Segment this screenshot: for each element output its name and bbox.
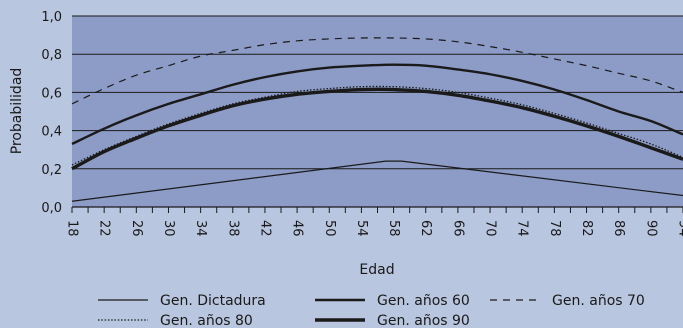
x-tick-label: 42 (257, 220, 272, 237)
y-tick-label: 1,0 (41, 10, 62, 25)
x-tick-label: 26 (129, 220, 144, 237)
series-line-2 (71, 37, 683, 105)
x-tick-label: 78 (547, 220, 562, 237)
legend-label-4: Gen. años 90 (377, 313, 470, 328)
y-tick-label: 0,2 (41, 163, 62, 178)
x-tick-label: 54 (354, 220, 369, 237)
x-tick-label: 50 (322, 220, 337, 237)
series-line-3 (71, 85, 683, 166)
x-tick-label: 66 (450, 220, 465, 237)
y-tick-label: 0,0 (41, 201, 62, 216)
x-tick-label: 70 (483, 220, 498, 237)
x-tick-label: 46 (290, 220, 305, 237)
x-tick-label: 82 (579, 220, 594, 237)
x-axis-ticks: 18 22 26 30 34 38 42 46 50 54 58 62 66 70 74 78 82 86 90 94 (65, 207, 683, 237)
x-tick-label: 74 (515, 220, 530, 237)
x-tick-label: 18 (65, 220, 80, 237)
y-tick-label: 0,8 (41, 48, 62, 63)
legend-label-2: Gen. años 70 (552, 293, 645, 309)
x-tick-label: 58 (386, 220, 401, 237)
x-tick-label: 22 (97, 220, 112, 237)
y-axis-title: Probabilidad (9, 68, 25, 155)
legend-label-3: Gen. años 80 (160, 313, 253, 328)
y-tick-label: 0,6 (41, 86, 62, 101)
plot-area (72, 16, 683, 207)
x-tick-label: 86 (611, 220, 626, 237)
series-layer (71, 37, 683, 202)
legend-label-0: Gen. Dictadura (160, 293, 266, 309)
x-tick-label: 94 (676, 220, 683, 237)
legend-label-1: Gen. años 60 (377, 293, 470, 309)
series-line-1 (71, 63, 683, 146)
x-tick-label: 90 (643, 220, 658, 237)
legend: Gen. Dictadura Gen. años 60 Gen. años 70 Ge… (98, 293, 645, 328)
series-line-4 (71, 87, 683, 171)
x-tick-label: 62 (418, 220, 433, 237)
x-tick-label: 38 (225, 220, 240, 237)
y-axis-ticks: 0,0 0,2 0,4 0,6 0,8 1,0 (41, 10, 62, 216)
x-tick-label: 34 (193, 220, 208, 237)
x-tick-label: 30 (161, 220, 176, 237)
y-tick-label: 0,4 (41, 125, 62, 140)
series-line-0 (71, 160, 683, 202)
x-axis-title: Edad (359, 262, 394, 278)
